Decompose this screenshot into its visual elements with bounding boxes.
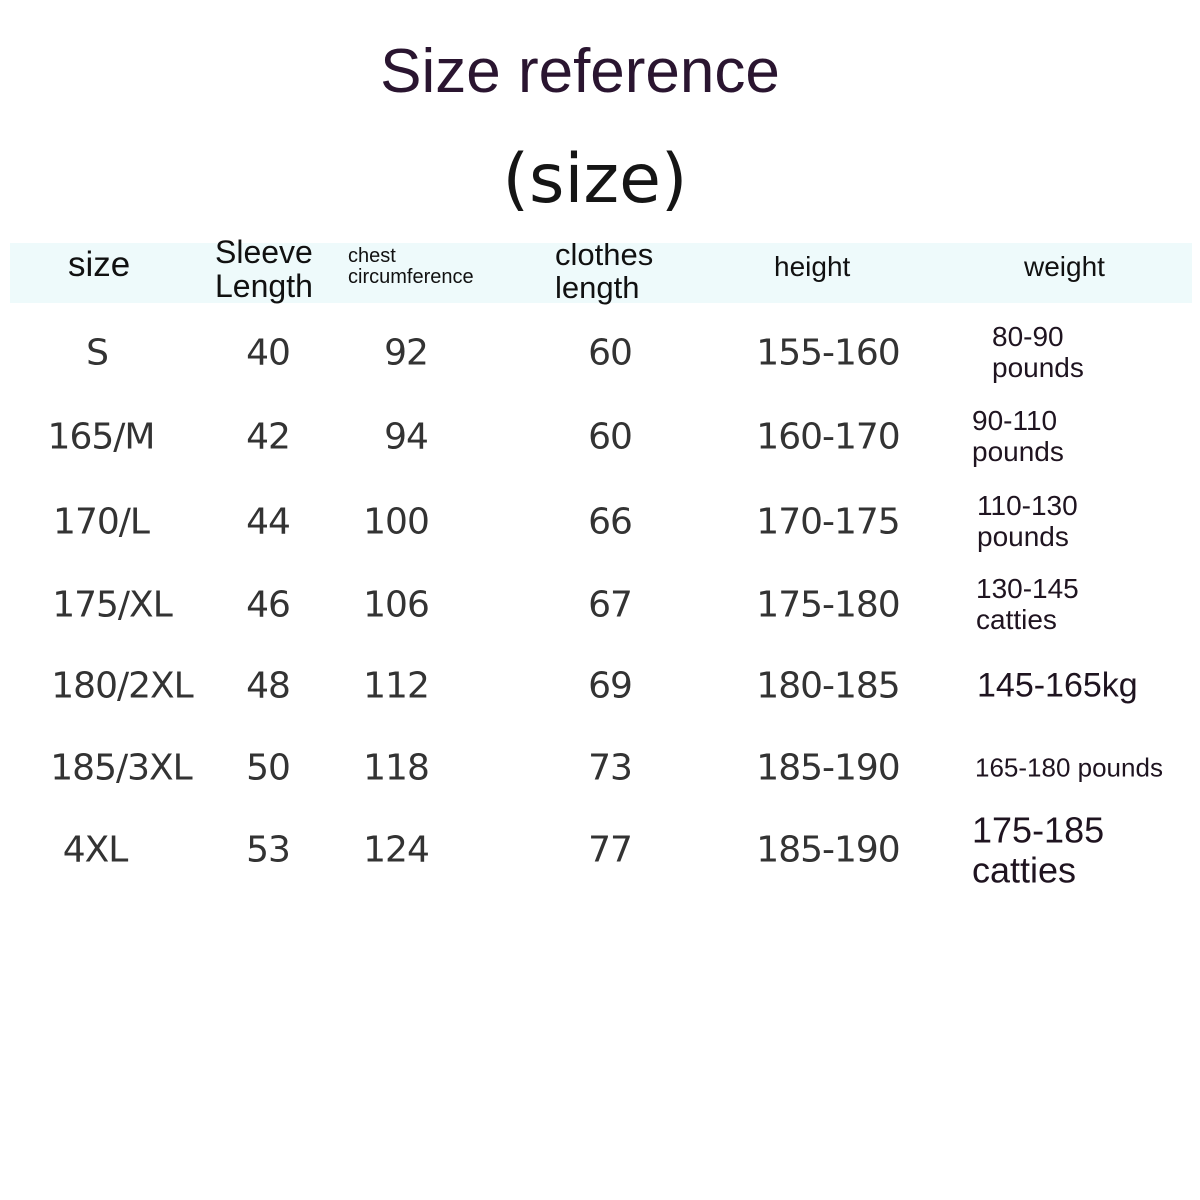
header-sleeve-length: Sleeve Length <box>215 234 313 304</box>
header-height: height <box>774 251 851 282</box>
weight-line: pounds <box>977 521 1069 552</box>
header-clothes-length: clothes length <box>555 237 654 305</box>
cell-chest: 100 <box>363 501 430 543</box>
cell-size: 4XL <box>62 829 129 871</box>
cell-height: 155-160 <box>756 332 900 374</box>
page-title: Size reference <box>380 37 780 106</box>
cell-length: 60 <box>588 332 633 374</box>
cell-height: 175-180 <box>756 584 900 626</box>
cell-sleeve: 42 <box>246 416 291 458</box>
cell-chest: 118 <box>363 747 430 789</box>
cell-chest: 106 <box>363 584 430 626</box>
cell-sleeve: 48 <box>246 665 291 707</box>
cell-chest: 112 <box>363 665 430 707</box>
weight-line: 130-145 <box>976 573 1079 605</box>
cell-sleeve: 46 <box>246 584 291 626</box>
cell-weight: 145-165kg <box>977 666 1138 705</box>
cell-weight: 110-130 pounds <box>977 490 1078 553</box>
cell-weight: 130-145 catties <box>976 573 1079 636</box>
header-chest-line2: circumference <box>348 266 474 288</box>
cell-length: 66 <box>588 501 633 543</box>
cell-height: 170-175 <box>756 501 900 543</box>
header-sleeve-line1: Sleeve <box>215 234 313 270</box>
weight-line: pounds <box>972 436 1064 467</box>
weight-line: 90-110 <box>972 405 1058 437</box>
weight-line: 80-90 <box>992 321 1064 353</box>
cell-size: 165/M <box>47 416 156 458</box>
weight-line: 145-165kg <box>977 666 1138 705</box>
cell-sleeve: 40 <box>246 332 291 374</box>
cell-weight: 80-90 pounds <box>992 321 1084 384</box>
cell-size: 185/3XL <box>50 747 192 789</box>
cell-weight: 90-110 pounds <box>972 405 1064 468</box>
header-chest: chest circumference <box>348 246 474 288</box>
cell-size: 180/2XL <box>51 665 193 707</box>
page-subtitle: (size) <box>502 140 688 219</box>
weight-line: 110-130 <box>977 490 1078 522</box>
cell-height: 160-170 <box>756 416 900 458</box>
cell-length: 69 <box>588 665 633 707</box>
cell-sleeve: 53 <box>246 829 291 871</box>
cell-chest: 94 <box>384 416 429 458</box>
cell-weight: 175-185 catties <box>972 810 1104 889</box>
cell-weight: 165-180 pounds <box>975 754 1163 783</box>
cell-length: 77 <box>588 829 633 871</box>
header-clothes-line2: length <box>555 269 640 305</box>
weight-line: catties <box>972 849 1077 890</box>
cell-height: 180-185 <box>756 665 900 707</box>
header-size: size <box>68 245 131 284</box>
header-chest-line1: chest <box>348 245 396 267</box>
cell-size: 175/XL <box>52 584 173 626</box>
cell-sleeve: 44 <box>246 501 291 543</box>
cell-length: 73 <box>588 747 633 789</box>
cell-height: 185-190 <box>756 829 900 871</box>
weight-line: 165-180 pounds <box>975 752 1163 783</box>
cell-sleeve: 50 <box>246 747 291 789</box>
cell-chest: 124 <box>363 829 430 871</box>
table-header-band <box>10 243 1192 303</box>
weight-line: 175-185 <box>972 809 1105 851</box>
cell-chest: 92 <box>384 332 429 374</box>
cell-size: 170/L <box>53 501 150 543</box>
cell-height: 185-190 <box>756 747 900 789</box>
cell-length: 60 <box>588 416 633 458</box>
cell-length: 67 <box>588 584 633 626</box>
cell-size: S <box>86 332 109 374</box>
weight-line: pounds <box>992 352 1084 383</box>
header-clothes-line1: clothes <box>555 237 654 272</box>
header-weight: weight <box>1024 251 1105 282</box>
weight-line: catties <box>976 604 1057 635</box>
header-sleeve-line2: Length <box>215 267 313 304</box>
